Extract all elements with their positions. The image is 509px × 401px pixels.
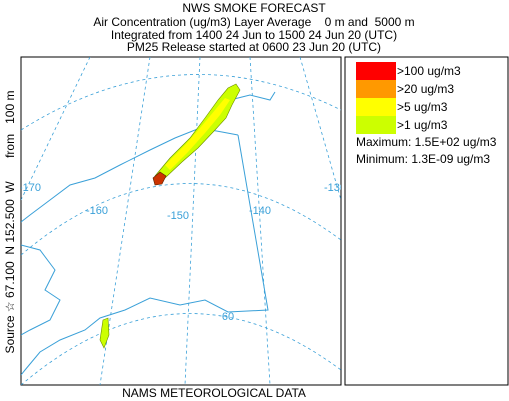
graticule <box>21 57 91 201</box>
smoke-plume <box>99 317 110 349</box>
subtitle: Integrated from 1400 24 Jun to 1500 24 J… <box>111 28 397 42</box>
legend-label: >100 ug/m3 <box>397 64 461 78</box>
longitude-label: -140 <box>249 205 271 217</box>
longitude-label: -150 <box>167 210 189 222</box>
coastline <box>21 244 61 336</box>
subtitle: Air Concentration (ug/m3) Layer Average … <box>93 15 414 29</box>
smoke-plume <box>165 98 230 170</box>
smoke-source <box>152 171 167 186</box>
longitude-label: -130 <box>324 182 346 194</box>
latitude-label: 60 <box>222 311 234 323</box>
graticule <box>249 57 271 385</box>
graticule <box>21 74 341 131</box>
longitude-label: -160 <box>86 205 108 217</box>
legend-swatch <box>356 80 396 98</box>
legend-label: >5 ug/m3 <box>397 100 448 114</box>
graticule <box>299 57 341 201</box>
source-label: Source ☆ 67.100 N 152.500 W from 100 m <box>3 91 17 354</box>
subtitle: PM25 Release started at 0600 23 Jun 20 (… <box>127 40 381 54</box>
map: -170 -160 -150 -140 -130 60 <box>19 56 346 386</box>
footer: NAMS METEOROLOGICAL DATA <box>122 386 306 400</box>
graticule <box>21 183 341 256</box>
title: NWS SMOKE FORECAST <box>182 1 326 15</box>
graticule <box>184 57 201 385</box>
legend: Maximum: 1.5E+02 ug/m3 Minimum: 1.3E-09 … <box>344 56 509 386</box>
legend-swatch <box>356 116 396 134</box>
legend-swatch <box>356 98 396 116</box>
legend-label: >1 ug/m3 <box>397 118 448 132</box>
map-frame <box>20 56 342 386</box>
graticule <box>21 313 341 385</box>
minimum: Minimum: 1.3E-09 ug/m3 <box>356 152 490 166</box>
legend-label: >20 ug/m3 <box>397 82 454 96</box>
longitude-label: -170 <box>19 182 41 194</box>
legend-swatch <box>356 62 396 80</box>
coastline <box>229 91 276 101</box>
coastline <box>21 134 269 376</box>
maximum: Maximum: 1.5E+02 ug/m3 <box>356 135 497 149</box>
